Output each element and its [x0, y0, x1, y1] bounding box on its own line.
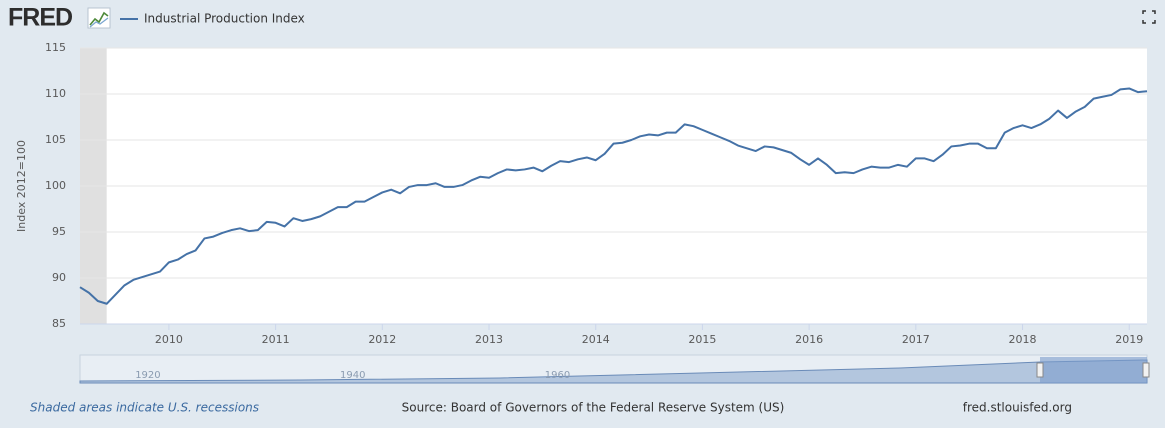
site: fred.stlouisfed.org: [963, 401, 1072, 415]
fullscreen-icon[interactable]: [1142, 10, 1156, 24]
y-tick-label: 90: [52, 271, 66, 284]
y-tick-label: 85: [52, 317, 66, 330]
legend-label: Industrial Production Index: [144, 12, 305, 26]
logo: FRED: [8, 4, 72, 32]
y-axis-label: Index 2012=100: [15, 140, 28, 232]
x-tick-label: 2016: [795, 333, 823, 346]
source: Source: Board of Governors of the Federa…: [402, 401, 785, 415]
x-tick-label: 2014: [582, 333, 610, 346]
x-tick-label: 2018: [1009, 333, 1037, 346]
x-tick-label: 2011: [262, 333, 290, 346]
navigator-label: 1920: [135, 370, 160, 381]
x-tick-label: 2015: [688, 333, 716, 346]
navigator-label: 1960: [545, 370, 570, 381]
x-tick-label: 2010: [155, 333, 183, 346]
data-line: [79, 87, 1148, 305]
x-tick-label: 2019: [1115, 333, 1143, 346]
navigator: [79, 354, 1150, 384]
x-tick-label: 2017: [902, 333, 930, 346]
navigator-label: 1940: [340, 370, 365, 381]
logo-icon: [87, 7, 111, 29]
x-tick-label: 2012: [368, 333, 396, 346]
y-tick-label: 110: [45, 87, 66, 100]
y-tick-label: 100: [45, 179, 66, 192]
plot-layer: [79, 47, 1148, 330]
x-tick-label: 2013: [475, 333, 503, 346]
y-tick-label: 105: [45, 133, 66, 146]
recession-note: Shaded areas indicate U.S. recessions: [30, 401, 259, 415]
y-tick-label: 115: [45, 41, 66, 54]
y-tick-label: 95: [52, 225, 66, 238]
